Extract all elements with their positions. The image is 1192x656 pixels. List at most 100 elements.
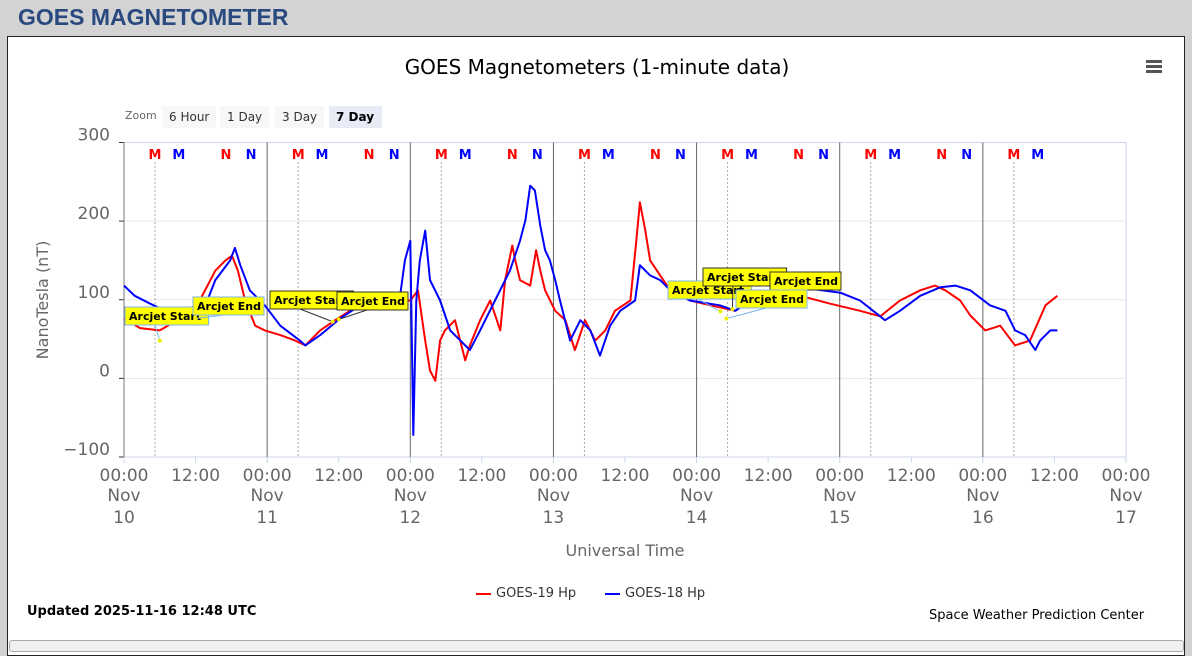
x-tick-day: 10 bbox=[113, 508, 135, 528]
annotation-box bbox=[192, 296, 265, 316]
marker-n: N bbox=[221, 148, 232, 163]
x-tick-day: 14 bbox=[686, 508, 708, 528]
annotation-connector bbox=[338, 309, 368, 320]
x-tick-time: 00:00 bbox=[672, 466, 721, 486]
marker-n: N bbox=[675, 148, 686, 163]
legend-swatch-blue bbox=[605, 592, 620, 595]
marker-m: M bbox=[172, 148, 185, 163]
y-tick-label: 300 bbox=[78, 126, 110, 146]
updated-timestamp: Updated 2025-11-16 12:48 UTC bbox=[27, 604, 257, 619]
x-tick-day: 17 bbox=[1115, 508, 1137, 528]
annotation-label: Arcjet Start bbox=[707, 271, 779, 284]
marker-n: N bbox=[650, 148, 661, 163]
x-tick-time: 12:00 bbox=[601, 466, 650, 486]
x-tick-time: 00:00 bbox=[100, 466, 149, 486]
x-tick-day: 11 bbox=[256, 508, 278, 528]
marker-m: M bbox=[745, 148, 758, 163]
marker-n: N bbox=[532, 148, 543, 163]
legend-label: GOES-19 Hp bbox=[496, 586, 577, 601]
x-tick-day: 16 bbox=[972, 508, 994, 528]
zoom-3-day-button[interactable]: 3 Day bbox=[275, 106, 325, 128]
marker-n: N bbox=[507, 148, 518, 163]
marker-n: N bbox=[793, 148, 804, 163]
legend-item-goes19[interactable]: GOES-19 Hp bbox=[476, 586, 576, 601]
marker-m: M bbox=[435, 148, 448, 163]
x-tick-time: 00:00 bbox=[815, 466, 864, 486]
y-tick-label: 100 bbox=[78, 283, 110, 303]
marker-n: N bbox=[936, 148, 947, 163]
zoom-1-day-button[interactable]: 1 Day bbox=[220, 106, 270, 128]
x-tick-time: 00:00 bbox=[243, 466, 292, 486]
x-tick-time: 12:00 bbox=[744, 466, 793, 486]
page-title: GOES MAGNETOMETER bbox=[18, 4, 289, 30]
annotation-point bbox=[330, 319, 335, 324]
zoom-label: Zoom bbox=[125, 109, 157, 122]
credit-text: Space Weather Prediction Center bbox=[929, 608, 1145, 623]
x-tick-time: 12:00 bbox=[171, 466, 220, 486]
chart-title: GOES Magnetometers (1-minute data) bbox=[405, 55, 790, 79]
annotation-label: Arcjet Start bbox=[129, 310, 201, 323]
zoom-6-hour-button[interactable]: 6 Hour bbox=[162, 106, 217, 128]
legend-swatch-red bbox=[476, 592, 491, 595]
y-tick-label: 0 bbox=[99, 361, 110, 381]
x-tick-month: Nov bbox=[394, 486, 427, 506]
legend-item-goes18[interactable]: GOES-18 Hp bbox=[605, 586, 705, 601]
marker-m: M bbox=[1031, 148, 1044, 163]
marker-m: M bbox=[292, 148, 305, 163]
annotation-point bbox=[157, 338, 162, 343]
x-tick-time: 00:00 bbox=[1102, 466, 1151, 486]
legend-label: GOES-18 Hp bbox=[625, 586, 706, 601]
series-line-goes18 bbox=[123, 184, 1058, 436]
annotation-label: Arcjet Start bbox=[274, 294, 346, 307]
marker-n: N bbox=[364, 148, 375, 163]
marker-n: N bbox=[246, 148, 257, 163]
annotation-point bbox=[718, 309, 723, 314]
x-tick-time: 12:00 bbox=[887, 466, 936, 486]
annotation-connector bbox=[697, 298, 721, 312]
annotation-connector bbox=[299, 308, 333, 323]
marker-m: M bbox=[721, 148, 734, 163]
annotation-box bbox=[735, 289, 808, 309]
x-tick-month: Nov bbox=[823, 486, 856, 506]
annotation-label: Arcjet End bbox=[197, 300, 261, 313]
x-tick-month: Nov bbox=[251, 486, 284, 506]
x-tick-month: Nov bbox=[966, 486, 999, 506]
hamburger-menu-icon[interactable] bbox=[1146, 60, 1162, 74]
annotation-label: Arcjet Start bbox=[672, 284, 744, 297]
y-axis-title: NanoTesla (nT) bbox=[33, 241, 52, 360]
annotation-box bbox=[336, 291, 409, 311]
marker-m: M bbox=[316, 148, 329, 163]
annotation-label: Arcjet End bbox=[774, 275, 838, 288]
annotation-connector bbox=[195, 314, 224, 320]
annotation-connector bbox=[731, 285, 734, 310]
marker-m: M bbox=[888, 148, 901, 163]
x-tick-day: 13 bbox=[543, 508, 565, 528]
marker-n: N bbox=[961, 148, 972, 163]
annotation-connector bbox=[154, 324, 161, 341]
x-tick-day: 15 bbox=[829, 508, 851, 528]
x-tick-time: 00:00 bbox=[529, 466, 578, 486]
marker-n: N bbox=[818, 148, 829, 163]
annotation-point bbox=[724, 316, 729, 321]
marker-m: M bbox=[578, 148, 591, 163]
x-tick-month: Nov bbox=[537, 486, 570, 506]
x-tick-time: 12:00 bbox=[1030, 466, 1079, 486]
annotation-point bbox=[336, 317, 341, 322]
annotation-box bbox=[124, 306, 210, 326]
annotation-connector bbox=[726, 307, 767, 320]
marker-n: N bbox=[389, 148, 400, 163]
x-tick-month: Nov bbox=[680, 486, 713, 506]
annotation-label: Arcjet End bbox=[740, 293, 804, 306]
x-tick-time: 12:00 bbox=[314, 466, 363, 486]
series-line-goes19 bbox=[123, 201, 1059, 382]
marker-m: M bbox=[459, 148, 472, 163]
annotation-point bbox=[193, 316, 198, 321]
zoom-7-day-button[interactable]: 7 Day bbox=[329, 106, 382, 128]
y-tick-label: −100 bbox=[63, 440, 110, 460]
x-tick-day: 12 bbox=[399, 508, 421, 528]
marker-m: M bbox=[864, 148, 877, 163]
x-tick-month: Nov bbox=[1109, 486, 1142, 506]
x-tick-time: 00:00 bbox=[958, 466, 1007, 486]
x-tick-month: Nov bbox=[107, 486, 140, 506]
